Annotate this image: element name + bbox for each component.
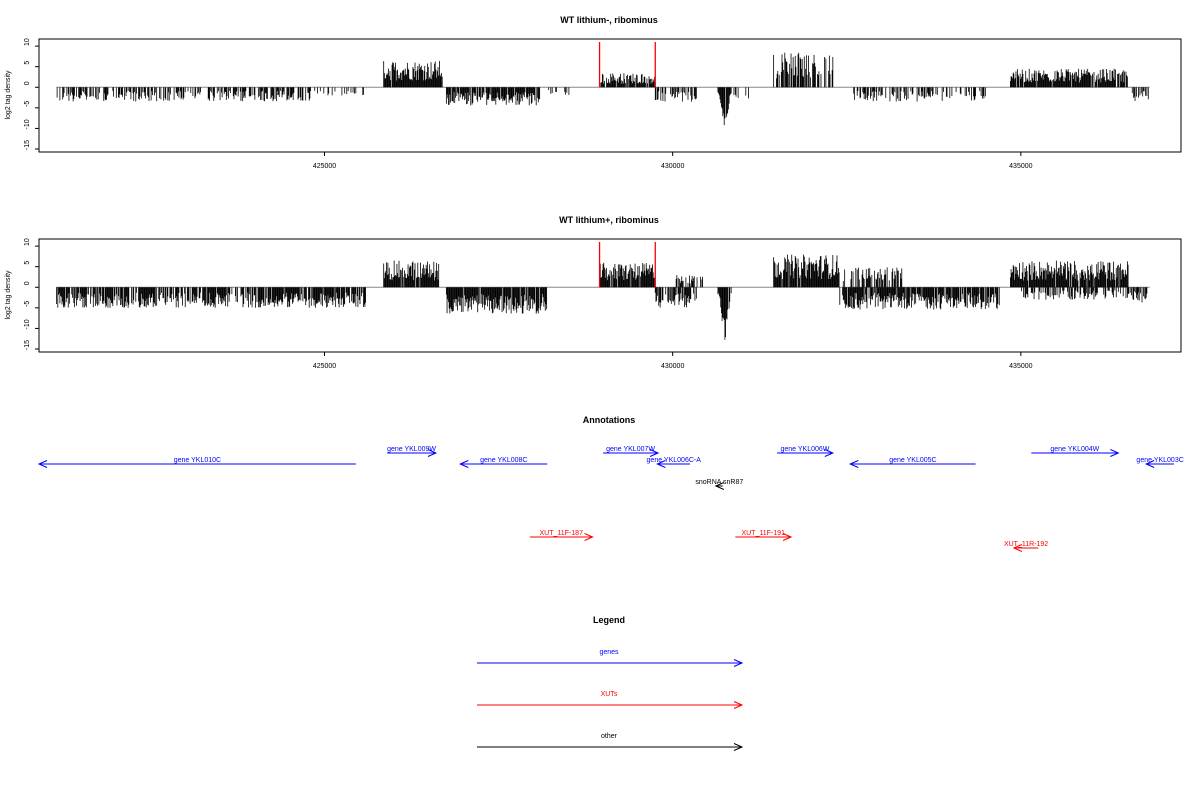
feature-label: gene YKL006W [781,446,830,453]
y-tick-label: 10 [24,238,31,246]
arrow-head [733,743,744,751]
arrow-head [656,460,666,468]
panel-2-ylabel: log2 tag density [5,270,12,320]
y-tick-label: -10 [24,119,31,129]
panel-1-bars [56,42,1150,126]
arrow-head [733,701,744,709]
y-tick-label: -15 [24,140,31,150]
feature-gene-ykl006w: gene YKL006W [777,446,835,457]
y-tick-label: -5 [24,301,31,307]
arrow-head [1144,460,1155,468]
track-panel-2: WT lithium+, ribominus log2 tag density … [5,215,1182,370]
panel-2-title: WT lithium+, ribominus [559,215,659,225]
feature-label: gene YKL008C [480,457,527,464]
legend-entry-other: other [477,733,744,751]
feature-label: snoRNA snR87 [695,479,743,486]
panel-1-frame [38,38,1182,153]
panel-1-x-axis: 425000 430000 435000 [313,152,1033,170]
panel-1-title: WT lithium-, ribominus [560,15,658,25]
legend-title: Legend [593,615,625,625]
feature-label: gene YKL007W [606,446,655,453]
arrow-head [459,460,469,468]
feature-gene-ykl006c-a: gene YKL006C-A [647,457,702,468]
feature-label: gene YKL010C [174,457,221,464]
y-tick-label: -15 [24,340,31,350]
legend-entries: genes XUTs other [477,649,744,751]
x-tick-label: 435000 [1009,163,1032,170]
x-tick-label: 430000 [661,163,684,170]
arrow-head [848,460,859,468]
feature-gene-ykl008c: gene YKL008C [459,457,548,468]
feature-label: gene YKL003C [1136,457,1183,464]
y-tick-label: 0 [24,281,31,285]
feature-gene-ykl007w: gene YKL007W [603,446,660,457]
feature-xut-11f-187: XUT_11F-187 [529,530,594,541]
x-tick-label: 430000 [661,363,684,370]
panel-1-y-axis: -15 -10 -5 0 5 10 [24,38,39,150]
panel-2-bars [56,242,1150,340]
feature-snorna-snr87: snoRNA snR87 [695,479,743,490]
y-tick-label: -5 [24,101,31,107]
legend-label: other [601,733,618,740]
panel-1-ylabel: log2 tag density [5,70,12,120]
feature-xut-11f-191: XUT_11F-191 [735,530,793,541]
legend-entry-genes: genes [477,649,744,667]
arrow-head [37,460,48,468]
legend-label: XUTs [601,691,618,698]
x-tick-label: 425000 [313,363,336,370]
arrow-head [1012,544,1023,552]
y-tick-label: 5 [24,61,31,65]
feature-label: gene YKL009W [387,446,436,453]
feature-label: XUT_11F-191 [741,530,785,537]
feature-label: gene YKL006C-A [647,457,702,464]
legend-panel: Legend genes XUTs other [477,615,744,751]
arrow-head [1110,449,1120,457]
arrow-head [649,449,660,457]
panel-2-frame [38,238,1182,353]
panel-2-y-axis: -15 -10 -5 0 5 10 [24,238,39,350]
panel-2-x-axis: 425000 430000 435000 [313,352,1033,370]
track-panel-1: WT lithium-, ribominus log2 tag density … [5,15,1182,170]
feature-xut-11r-192: XUT_11R-192 [1004,541,1048,552]
feature-label: gene YKL004W [1050,446,1099,453]
feature-gene-ykl004w: gene YKL004W [1031,446,1120,457]
y-tick-label: 5 [24,261,31,265]
y-tick-label: 10 [24,38,31,46]
x-tick-label: 425000 [313,163,336,170]
arrow-head [584,533,594,541]
feature-gene-ykl003c: gene YKL003C [1136,457,1184,468]
legend-label: genes [599,649,619,656]
y-tick-label: 0 [24,81,31,85]
arrow-head [733,659,744,667]
x-tick-label: 435000 [1009,363,1032,370]
feature-label: XUT_11F-187 [540,530,584,537]
arrow-head [714,482,725,490]
feature-label: gene YKL005C [889,457,936,464]
feature-gene-ykl010c: gene YKL010C [37,457,356,468]
arrow-head [427,449,438,457]
arrow-head [782,533,793,541]
legend-entry-xuts: XUTs [477,691,744,709]
annotation-features: gene YKL010C gene YKL009W gene YKL008C gene… [37,446,1184,552]
y-tick-label: -10 [24,319,31,329]
feature-gene-ykl005c: gene YKL005C [848,457,976,468]
arrow-head [824,449,835,457]
feature-label: XUT_11R-192 [1004,541,1048,548]
feature-gene-ykl009w: gene YKL009W [387,446,438,457]
annotations-title: Annotations [583,415,636,425]
